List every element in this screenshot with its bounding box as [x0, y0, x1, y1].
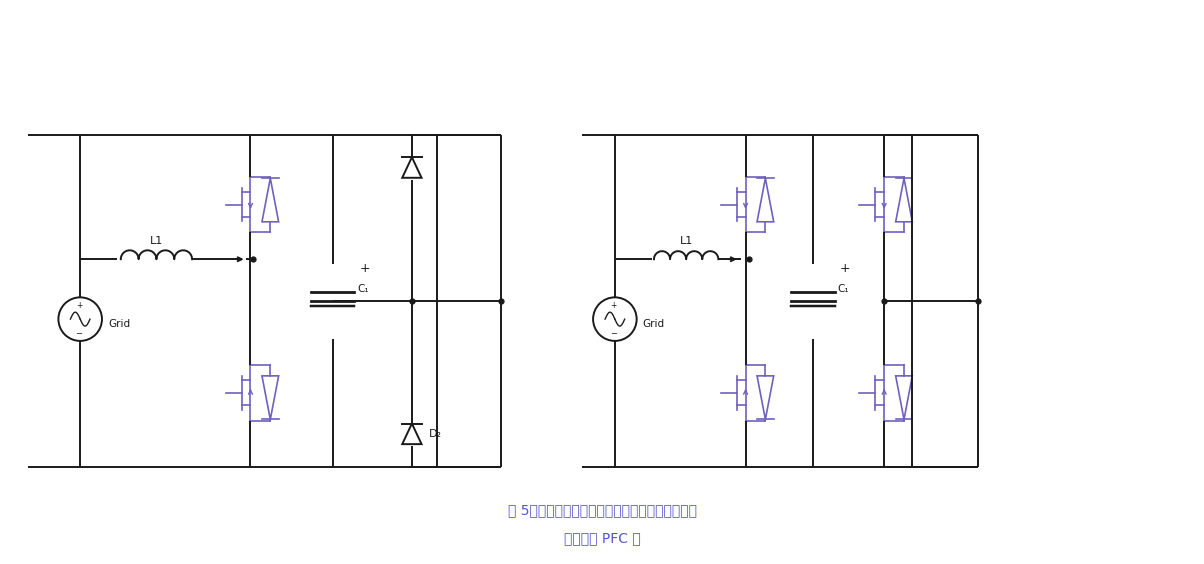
Text: 重新设计 PFC 级: 重新设计 PFC 级: [563, 531, 641, 545]
Text: C₁: C₁: [358, 284, 370, 294]
Text: 图 5：使用半无桥（左）和无桥（右）图腾柱配置: 图 5：使用半无桥（左）和无桥（右）图腾柱配置: [508, 503, 696, 517]
Text: L1: L1: [149, 236, 163, 246]
Text: Grid: Grid: [108, 319, 130, 329]
Text: L1: L1: [679, 236, 692, 246]
Text: C₁: C₁: [838, 284, 849, 294]
Text: +: +: [360, 262, 370, 275]
Text: Grid: Grid: [643, 319, 665, 329]
Text: +: +: [76, 301, 82, 310]
Text: −: −: [610, 329, 618, 338]
Text: +: +: [839, 262, 850, 275]
Text: D₂: D₂: [429, 429, 442, 439]
Text: +: +: [610, 301, 616, 310]
Text: −: −: [76, 329, 83, 338]
